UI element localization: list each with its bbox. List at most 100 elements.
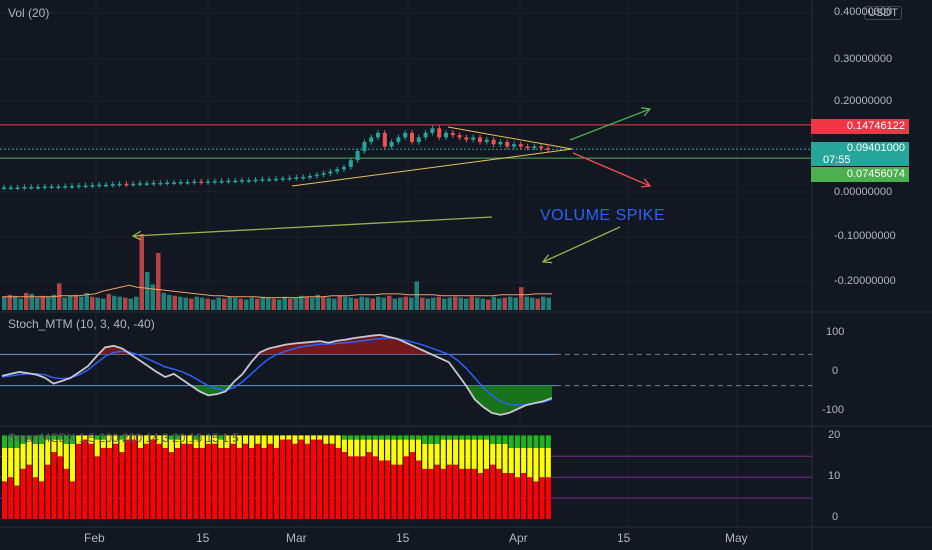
vol-indicator-title[interactable]: Vol (20) xyxy=(8,6,50,20)
smart-yellow-bar xyxy=(348,439,354,457)
price-axis-label: 0.00000000 xyxy=(834,186,893,198)
drawing-layer xyxy=(131,107,652,264)
smart-green-bar xyxy=(26,435,32,440)
volume-bar xyxy=(381,297,386,310)
volume-spike-annotation[interactable]: VOLUME SPIKE xyxy=(540,207,666,224)
volume-bar xyxy=(420,297,425,310)
smart-green-bar xyxy=(366,435,372,440)
smart-yellow-bar xyxy=(286,435,292,440)
volume-bar xyxy=(178,296,183,310)
breakdown-arrow-head xyxy=(640,178,652,188)
volume-bar xyxy=(321,296,326,310)
smart-axis-label: 10 xyxy=(828,470,841,482)
smart-red-bar xyxy=(255,443,261,519)
smart-red-bar xyxy=(459,468,465,519)
smart-red-bar xyxy=(51,452,57,519)
candle-body xyxy=(355,151,360,161)
smart-yellow-bar xyxy=(162,435,168,448)
volume-bar xyxy=(310,297,315,310)
smart-red-bar xyxy=(397,464,403,519)
smart-red-bar xyxy=(131,439,137,519)
smart-red-bar xyxy=(292,443,298,519)
price-axis-label: 0.20000000 xyxy=(834,95,893,107)
candle-body xyxy=(396,137,401,142)
smart-yellow-bar xyxy=(440,439,446,469)
smart-yellow-bar xyxy=(459,439,465,469)
currency-badge[interactable]: USDT xyxy=(864,6,902,20)
smart-yellow-bar xyxy=(51,439,57,453)
candle-body xyxy=(437,128,442,138)
breakout-up-arrow xyxy=(569,108,651,141)
smart-red-bar xyxy=(335,447,341,519)
candle-body xyxy=(138,183,142,185)
smart-red-bar xyxy=(119,452,125,519)
candle-body xyxy=(29,186,34,189)
volume-bar xyxy=(436,296,441,310)
candle-body xyxy=(219,181,224,183)
smart-yellow-bar xyxy=(261,435,267,448)
volume-bar xyxy=(403,296,408,310)
volume-bar xyxy=(227,296,232,310)
smart-red-bar xyxy=(484,468,490,519)
time-axis-label: 15 xyxy=(617,531,631,545)
stoch-indicator-title[interactable]: Stoch_MTM (10, 3, 40, -40) xyxy=(8,317,155,331)
smart-green-bar xyxy=(119,435,125,440)
volume-bar xyxy=(513,297,518,310)
smart-green-bar xyxy=(440,435,446,440)
smart-yellow-bar xyxy=(477,439,483,474)
smart-green-bar xyxy=(521,435,527,448)
volume-bar xyxy=(409,297,414,310)
smart-green-bar xyxy=(69,435,75,444)
smart-red-bar xyxy=(32,477,38,519)
smart-green-bar xyxy=(14,435,20,448)
price-axis-label: -0.20000000 xyxy=(834,275,896,287)
candle-body xyxy=(478,137,482,142)
smart-green-bar xyxy=(45,435,51,440)
smart-green-bar xyxy=(416,435,422,440)
volume-spike-arrow-head xyxy=(541,254,553,264)
smart-yellow-bar xyxy=(521,447,527,474)
volume-bar xyxy=(464,298,469,310)
candle-body xyxy=(97,184,102,187)
smart-green-bar xyxy=(403,435,409,440)
smart-yellow-bar xyxy=(490,443,496,465)
smart-red-bar xyxy=(446,464,452,519)
smart-red-bar xyxy=(354,456,360,519)
stoch-main-line xyxy=(1,333,553,416)
candle-body xyxy=(416,137,421,142)
stoch-axis-label: 0 xyxy=(832,365,839,377)
smart-yellow-bar xyxy=(360,439,366,457)
smart-red-bar xyxy=(261,447,267,519)
smart-red-bar xyxy=(545,477,551,519)
volume-bar xyxy=(205,298,210,310)
time-axis-label: Mar xyxy=(286,531,307,545)
volume-bar xyxy=(200,297,205,310)
volume-bar xyxy=(13,295,18,310)
smart-green-bar xyxy=(434,435,440,444)
smart-red-bar xyxy=(286,439,292,519)
candle-body xyxy=(185,181,190,184)
candle-body xyxy=(144,183,149,185)
smart-yellow-bar xyxy=(249,435,255,448)
smart-red-bar xyxy=(2,481,7,519)
smart-red-bar xyxy=(310,439,316,519)
smart-red-bar xyxy=(434,464,440,519)
smart-indicator-title[interactable]: SmartMCDX 1.5 200 200 14 3 20 10 15 1.5 xyxy=(8,431,239,445)
smart-red-bar xyxy=(150,439,156,519)
smart-red-bar xyxy=(440,468,446,519)
smart-yellow-bar xyxy=(131,435,137,440)
candle-body xyxy=(233,180,238,183)
smart-red-bar xyxy=(57,456,63,519)
candle-body xyxy=(15,187,20,189)
volume-bar xyxy=(508,296,513,310)
stoch-axis-label: 100 xyxy=(826,326,845,338)
volume-pointer-arrow-head xyxy=(131,230,142,241)
smart-yellow-bar xyxy=(8,447,14,478)
smart-yellow-bar xyxy=(45,439,51,465)
candle-body xyxy=(49,186,54,189)
candle-body xyxy=(471,137,476,140)
volume-bar xyxy=(486,299,491,310)
volume-bar xyxy=(249,297,254,310)
